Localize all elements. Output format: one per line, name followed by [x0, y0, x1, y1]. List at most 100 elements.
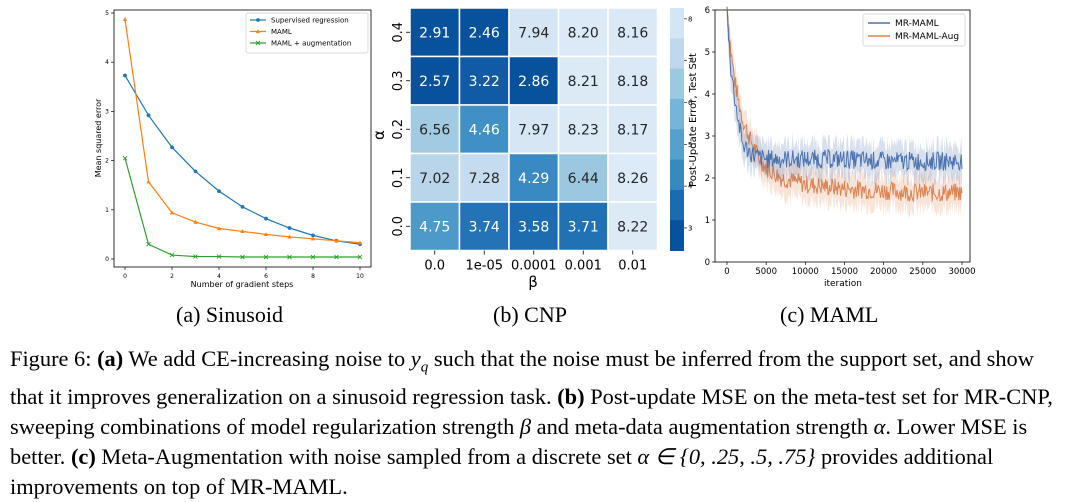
data-point	[357, 240, 363, 245]
plot-frame	[113, 9, 372, 268]
series-line	[726, 10, 963, 203]
cell-value-label: 8.26	[617, 171, 648, 187]
data-point	[170, 145, 174, 150]
x-tick-label: 6	[264, 273, 268, 280]
x-tick-label: 0.0	[424, 259, 445, 274]
cell-value-label: 8.22	[617, 219, 648, 235]
caption-text: . Lower MSE is better.	[10, 414, 1028, 470]
cell-value-label: 2.86	[518, 74, 549, 90]
y-tick-label: 0	[105, 256, 109, 263]
math-set: α ∈ {0, .25, .5, .75}	[637, 444, 816, 470]
colorbar-band	[670, 159, 684, 191]
y-tick-label: 0.4	[391, 22, 406, 43]
x-tick-label: 20000	[870, 267, 897, 277]
caption-tag-a: (a)	[97, 346, 124, 371]
heatmap-cell	[607, 55, 659, 106]
x-tick-label: 0	[123, 273, 127, 280]
heatmap-cell	[458, 55, 510, 106]
cell-value-label: 3.71	[568, 219, 599, 235]
y-axis-label: Mean squared error	[94, 98, 103, 177]
heatmap-cell	[607, 7, 659, 58]
legend-label: Supervised regression	[271, 17, 349, 25]
caption-text: We add CE-increasing noise to	[128, 346, 406, 371]
colorbar-band	[670, 220, 684, 251]
y-tick-label: 0.0	[391, 216, 406, 237]
data-point	[217, 189, 221, 194]
sinusoid-chart: 0 2 4 6 8 10 0 1 2 3 4 5 Number of gradient steps M…	[94, 9, 372, 289]
x-axis-label: iteration	[824, 279, 862, 289]
y-tick-label: 1	[705, 216, 710, 226]
heatmap-cell	[508, 7, 560, 58]
caption-tag-b: (b)	[557, 384, 585, 410]
confidence-band	[727, 10, 962, 219]
colorbar-tick-label: 8	[688, 15, 692, 23]
data-point	[122, 17, 128, 21]
data-point	[123, 73, 127, 78]
cell-value-label: 7.02	[419, 171, 450, 187]
heatmap-cell	[557, 55, 609, 106]
cell-value-label: 4.46	[469, 122, 500, 138]
legend-label: MR-MAML-Aug	[895, 32, 959, 42]
figure-caption: Figure 6: (a) We add CE-increasing noise…	[10, 344, 1065, 502]
x-tick-label: 8	[311, 273, 315, 280]
confidence-band	[727, 10, 962, 189]
legend-label: MR-MAML	[895, 19, 939, 29]
data-point	[264, 216, 268, 221]
cell-value-label: 8.21	[568, 74, 599, 90]
colorbar-band	[670, 98, 684, 130]
cell-value-label: 2.91	[419, 25, 450, 41]
data-point	[240, 204, 245, 209]
cell-value-label: 3.22	[469, 74, 500, 90]
y-tick-label: 5	[705, 48, 710, 58]
cell-value-label: 4.75	[419, 219, 450, 235]
caption-text: and meta-data augmentation strength	[536, 414, 869, 440]
subcaption-a: (a) Sinusoid	[176, 302, 283, 327]
math-beta: β	[519, 414, 532, 440]
colorbar-tick-label: 5	[688, 141, 692, 149]
legend-marker	[256, 18, 260, 22]
data-point	[357, 254, 363, 260]
colorbar-band	[670, 8, 684, 39]
y-tick-label: 2	[705, 174, 710, 184]
caption-text: such that the noise must be inferred fro…	[10, 346, 1034, 410]
cell-value-label: 2.57	[419, 74, 450, 90]
x-tick-label: 5000	[755, 267, 777, 277]
caption-label: Figure 6:	[10, 346, 92, 371]
data-point	[334, 238, 339, 243]
y-tick-label: 2	[105, 158, 109, 165]
data-point	[146, 113, 151, 118]
y-tick-label: 0.2	[391, 119, 406, 140]
cell-value-label: 7.94	[518, 25, 549, 41]
x-tick-label: 30000	[948, 267, 975, 277]
colorbar-label: Post-Update Error, Test Set	[688, 53, 699, 187]
cell-value-label: 4.29	[518, 171, 549, 187]
heatmap-cell	[409, 55, 461, 106]
data-point	[146, 241, 151, 247]
heatmap-cell	[458, 152, 510, 203]
data-point	[334, 254, 339, 260]
legend-marker	[255, 29, 261, 34]
y-tick-label: 0.1	[391, 167, 406, 188]
x-tick-label: 25000	[909, 267, 936, 277]
colorbar-band	[670, 189, 684, 221]
caption-tag-c: (c)	[70, 444, 96, 470]
colorbar-band	[670, 68, 684, 100]
legend-box	[862, 13, 966, 47]
heatmap-cell	[607, 201, 659, 252]
y-tick-label: 3	[105, 108, 109, 115]
cell-value-label: 8.16	[617, 25, 648, 41]
cell-value-label: 7.28	[469, 171, 500, 187]
subcaption-b: (b) CNP	[493, 302, 567, 327]
x-tick-label: 10000	[792, 267, 819, 277]
colorbar-tick-label: 7	[688, 57, 692, 65]
data-point	[287, 226, 292, 230]
colorbar: 3 4 5 6 7 8	[670, 8, 693, 251]
caption-text: Meta-Augmentation with noise sampled fro…	[101, 444, 632, 470]
heatmap-cell	[508, 55, 560, 106]
legend-label: MAML + augmentation	[271, 40, 351, 48]
data-point	[310, 254, 316, 260]
y-tick-label: 4	[705, 90, 710, 100]
y-tick-label: 3	[705, 132, 710, 142]
cell-value-label: 8.20	[568, 25, 599, 41]
y-axis-label: α	[370, 130, 388, 140]
